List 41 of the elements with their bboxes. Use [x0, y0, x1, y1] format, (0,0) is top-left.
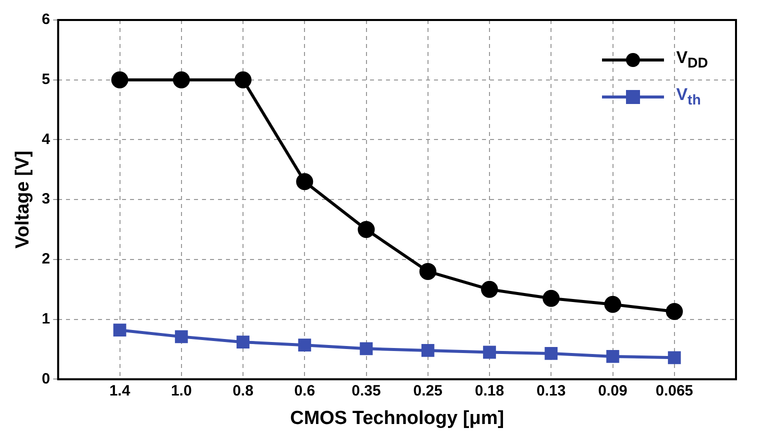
- y-axis-title: Voltage [V]: [12, 150, 34, 249]
- x-tick-label: 0.35: [352, 382, 381, 400]
- point: [544, 347, 558, 360]
- point: [113, 324, 126, 337]
- point: [236, 336, 250, 349]
- point: [668, 351, 681, 364]
- point: [298, 338, 312, 352]
- x-tick-label: 0.18: [474, 382, 504, 400]
- legend-label: V$_{DD}$: [676, 48, 708, 72]
- point: [296, 173, 314, 190]
- y-tick-label: 0: [42, 370, 50, 388]
- y-tick-label: 4: [42, 130, 51, 148]
- x-axis-title: CMOS Technology [μm]: [290, 408, 504, 429]
- x-tick-label: 1.0: [170, 382, 192, 400]
- point: [360, 342, 373, 356]
- point: [666, 303, 683, 320]
- x-tick-label: 0.6: [294, 382, 316, 400]
- x-tick-label: 0.8: [232, 382, 254, 400]
- x-tick-label: 0.13: [536, 382, 566, 400]
- point: [483, 346, 496, 359]
- x-tick-label: 0.09: [598, 382, 628, 400]
- point: [542, 290, 560, 307]
- y-tick-label: 6: [42, 11, 50, 28]
- y-tick-label: 5: [42, 71, 50, 88]
- point: [234, 71, 252, 88]
- y-tick-label: 1: [42, 310, 50, 328]
- legend-label: V$_{th}$: [676, 85, 701, 109]
- x-tick-label: 0.25: [413, 382, 442, 400]
- point: [358, 221, 375, 238]
- point: [172, 71, 190, 88]
- point: [606, 350, 620, 363]
- y-tick-label: 3: [42, 190, 50, 208]
- point: [604, 296, 622, 313]
- x-tick-label: 1.4: [109, 382, 131, 400]
- point: [111, 71, 128, 88]
- point: [481, 280, 498, 298]
- point: [421, 344, 434, 357]
- point: [419, 262, 436, 280]
- y-tick-label: 2: [42, 250, 50, 268]
- x-tick-label: 0.065: [656, 382, 694, 400]
- point: [174, 330, 188, 344]
